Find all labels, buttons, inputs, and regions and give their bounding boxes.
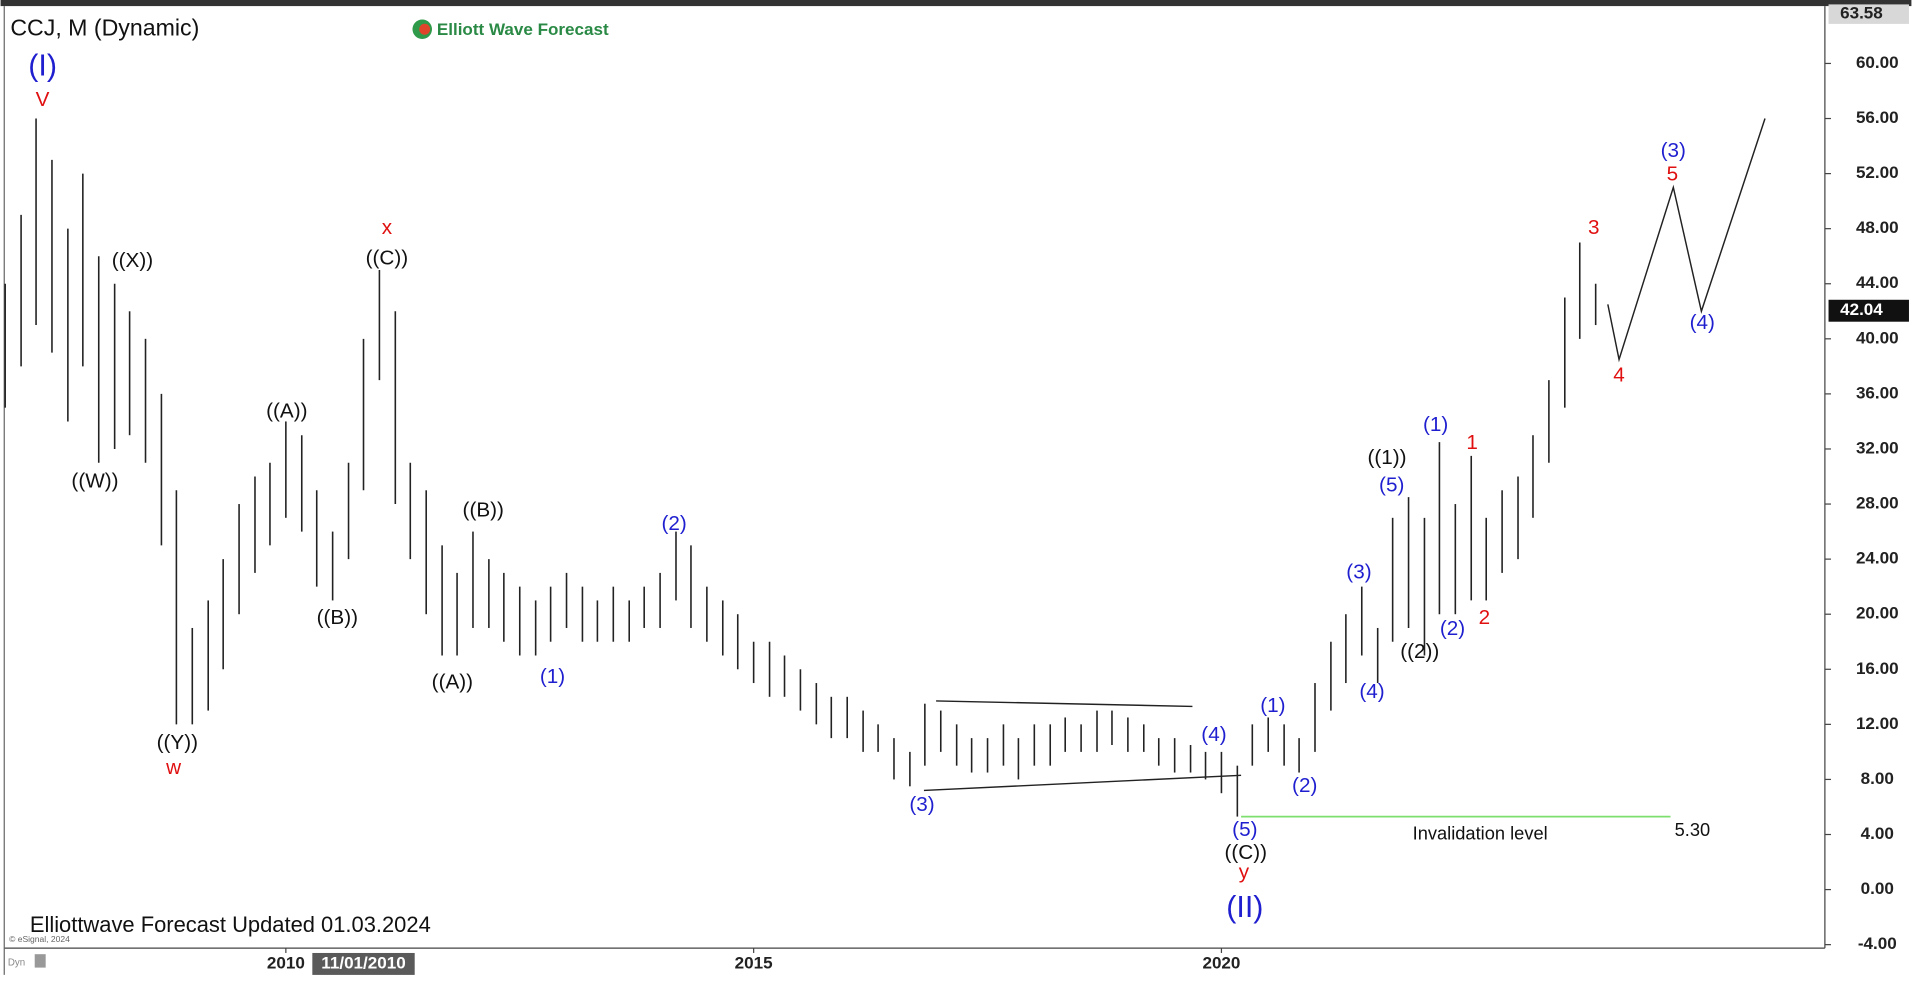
y-tick-label: 12.00 bbox=[1856, 714, 1899, 733]
wave-label: (4) bbox=[1201, 723, 1226, 746]
invalidation-value: 5.30 bbox=[1675, 819, 1711, 840]
wave-label: (II) bbox=[1226, 890, 1263, 924]
wave-label: ((B)) bbox=[317, 606, 358, 629]
y-tick-label: -4.00 bbox=[1858, 934, 1897, 953]
last-price-tag bbox=[1828, 299, 1909, 322]
chart-title: CCJ, M (Dynamic) bbox=[10, 14, 199, 40]
y-tick-label: 4.00 bbox=[1861, 824, 1894, 843]
y-tick-label: 0.00 bbox=[1861, 879, 1894, 898]
copyright: © eSignal, 2024 bbox=[9, 934, 70, 944]
wave-label: (3) bbox=[909, 793, 934, 816]
wave-label: (2) bbox=[1440, 617, 1465, 640]
top-frame bbox=[0, 0, 1912, 7]
y-tick-label: 24.00 bbox=[1856, 549, 1899, 568]
wave-label: ((W)) bbox=[71, 469, 118, 492]
y-tick-label: 16.00 bbox=[1856, 659, 1899, 678]
wave-label: V bbox=[36, 88, 50, 111]
wave-label: ((C)) bbox=[1224, 841, 1267, 864]
wave-label: x bbox=[382, 216, 393, 239]
logo: Elliott Wave Forecast bbox=[412, 19, 609, 39]
top-price-label: 63.58 bbox=[1840, 4, 1883, 23]
wave-label: ((1)) bbox=[1367, 446, 1406, 469]
wave-label: ((A)) bbox=[266, 399, 307, 422]
y-tick-label: 20.00 bbox=[1856, 604, 1899, 623]
logo-icon-inner bbox=[419, 23, 431, 35]
y-tick-label: 36.00 bbox=[1856, 383, 1899, 402]
plot-area bbox=[4, 118, 1766, 818]
y-tick-label: 40.00 bbox=[1856, 328, 1899, 347]
wave-label: 3 bbox=[1588, 216, 1600, 239]
y-tick-label: 32.00 bbox=[1856, 438, 1899, 457]
wave-label: (3) bbox=[1661, 139, 1686, 162]
wave-label: 1 bbox=[1466, 431, 1478, 454]
last-price-label: 42.04 bbox=[1840, 300, 1883, 319]
y-tick-label: 44.00 bbox=[1856, 273, 1899, 292]
wave-label: ((2)) bbox=[1400, 640, 1439, 663]
wave-label: ((C)) bbox=[366, 246, 409, 269]
y-tick-label: 8.00 bbox=[1861, 769, 1894, 788]
y-tick-label: 56.00 bbox=[1856, 108, 1899, 127]
y-tick-label: 52.00 bbox=[1856, 163, 1899, 182]
cursor-date-label: 11/01/2010 bbox=[321, 953, 405, 972]
y-tick-label: 28.00 bbox=[1856, 494, 1899, 513]
wave-label: (3) bbox=[1346, 560, 1371, 583]
footer-note: Elliottwave Forecast Updated 01.03.2024 bbox=[30, 912, 431, 937]
x-tick-label: 2015 bbox=[735, 953, 773, 972]
wave-label: ((X)) bbox=[112, 249, 153, 272]
wave-label: ((A)) bbox=[432, 671, 473, 694]
wave-label: (5) bbox=[1379, 474, 1404, 497]
mode-icon bbox=[34, 954, 46, 968]
invalidation-text: Invalidation level bbox=[1413, 823, 1548, 844]
x-tick-label: 2010 bbox=[267, 953, 305, 972]
wave-label: y bbox=[1239, 861, 1250, 884]
x-tick-label: 2020 bbox=[1202, 953, 1240, 972]
top-price-tag bbox=[1828, 4, 1909, 24]
wave-label: 2 bbox=[1479, 606, 1491, 629]
wave-label: ((Y)) bbox=[157, 731, 198, 754]
wave-line bbox=[923, 774, 1242, 792]
logo-text: Elliott Wave Forecast bbox=[437, 20, 609, 39]
wave-label: (1) bbox=[540, 665, 565, 688]
wave-label: (I) bbox=[28, 49, 57, 83]
wave-label: (1) bbox=[1260, 694, 1285, 717]
wave-line bbox=[1607, 118, 1766, 363]
wave-label: ((B)) bbox=[463, 498, 504, 521]
wave-label: 4 bbox=[1613, 363, 1625, 386]
wave-label: (5) bbox=[1232, 818, 1257, 841]
wave-label: 5 bbox=[1667, 162, 1679, 185]
cursor-date-box bbox=[312, 952, 415, 975]
y-tick-label: 60.00 bbox=[1856, 53, 1899, 72]
wave-label: (1) bbox=[1423, 413, 1448, 436]
wave-label: w bbox=[165, 756, 181, 779]
wave-label: (4) bbox=[1359, 680, 1384, 703]
wave-line bbox=[936, 700, 1193, 708]
wave-label: (4) bbox=[1690, 311, 1715, 334]
y-tick-label: 48.00 bbox=[1856, 218, 1899, 237]
wave-label: (2) bbox=[1292, 774, 1317, 797]
mode-label: Dyn bbox=[8, 957, 25, 968]
wave-label: (2) bbox=[661, 512, 686, 535]
